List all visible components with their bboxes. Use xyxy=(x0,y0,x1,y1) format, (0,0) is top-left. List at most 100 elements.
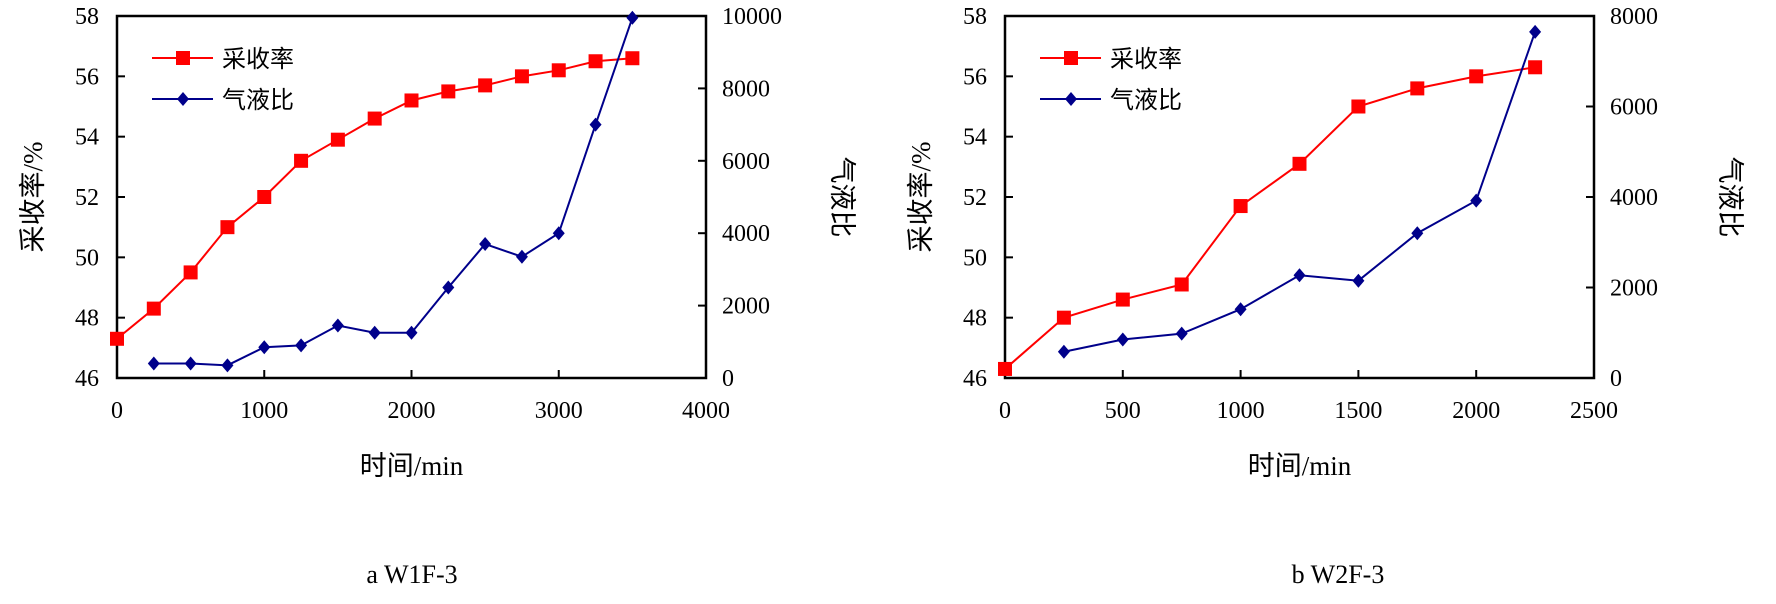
y-left-tick-label: 50 xyxy=(963,245,987,271)
data-point-recovery xyxy=(478,78,493,93)
data-point-gas-liquid-ratio xyxy=(479,237,492,252)
caption-w1f-3: a W1F-3 xyxy=(366,560,458,589)
data-point-gas-liquid-ratio xyxy=(405,325,418,340)
data-point-recovery xyxy=(514,69,529,84)
data-point-recovery xyxy=(1528,60,1543,75)
legend-label-recovery: 采收率 xyxy=(222,46,294,73)
y-left-tick-label: 54 xyxy=(75,125,99,151)
data-point-recovery xyxy=(330,132,345,147)
y-left-tick-label: 52 xyxy=(75,185,99,211)
data-point-recovery xyxy=(588,54,603,69)
x-tick-label: 2500 xyxy=(1570,398,1618,424)
chart-w1f-3: 0 1000 2000 3000 4000 46 48 50 52 54 56 58 0 2000 4000… xyxy=(18,4,857,481)
data-point-recovery xyxy=(1056,310,1071,325)
y-right-tick-label: 8000 xyxy=(1610,4,1658,30)
y-right-tick-label: 0 xyxy=(1610,366,1622,392)
x-tick-label: 500 xyxy=(1105,398,1141,424)
data-point-recovery xyxy=(625,51,640,66)
legend-label-gas-liquid-ratio: 气液比 xyxy=(222,87,294,114)
y-left-tick-label: 46 xyxy=(75,366,99,392)
legend-marker-gas-liquid-ratio xyxy=(1065,92,1077,106)
data-point-recovery xyxy=(367,111,382,126)
chart-w2f-3: 0 500 1000 1500 2000 2500 46 48 50 52 54 56 58 0 2000 4… xyxy=(906,4,1745,481)
data-point-gas-liquid-ratio xyxy=(1411,226,1424,241)
data-point-gas-liquid-ratio xyxy=(1529,24,1542,39)
y-left-axis-label: 采收率/% xyxy=(906,142,936,253)
legend-label-gas-liquid-ratio: 气液比 xyxy=(1110,87,1182,114)
y-left-tick-label: 58 xyxy=(75,4,99,30)
data-point-recovery xyxy=(183,265,198,280)
y-left-tick-label: 48 xyxy=(75,306,99,332)
data-point-recovery xyxy=(1292,156,1307,171)
data-point-recovery xyxy=(998,361,1012,376)
legend-label-recovery: 采收率 xyxy=(1110,46,1182,73)
plot-frame xyxy=(1003,14,1596,380)
data-point-gas-liquid-ratio xyxy=(589,117,602,132)
y-left-tick-label: 50 xyxy=(75,245,99,271)
series-line-recovery xyxy=(116,57,633,340)
data-point-gas-liquid-ratio xyxy=(552,226,565,241)
x-tick-label: 1500 xyxy=(1334,398,1382,424)
y-right-tick-label: 6000 xyxy=(722,149,770,175)
data-point-gas-liquid-ratio xyxy=(1293,268,1306,283)
data-point-recovery xyxy=(220,220,235,235)
y-left-axis-label: 采收率/% xyxy=(18,142,48,253)
x-axis-label: 时间/min xyxy=(360,451,464,481)
y-right-tick-label: 6000 xyxy=(1610,95,1658,121)
data-point-recovery xyxy=(551,63,566,78)
x-tick-label: 3000 xyxy=(535,398,583,424)
data-point-gas-liquid-ratio xyxy=(1470,193,1483,208)
data-point-recovery xyxy=(1351,99,1366,114)
y-left-tick-label: 52 xyxy=(963,185,987,211)
data-point-gas-liquid-ratio xyxy=(626,10,639,25)
legend-marker-gas-liquid-ratio xyxy=(177,92,189,106)
data-point-recovery xyxy=(1233,199,1248,214)
data-point-gas-liquid-ratio xyxy=(147,356,160,371)
data-point-recovery xyxy=(441,84,456,99)
legend-marker-recovery xyxy=(176,51,190,65)
y-left-tick-label: 56 xyxy=(75,64,99,90)
data-point-recovery xyxy=(1469,69,1484,84)
data-point-recovery xyxy=(1115,292,1130,307)
data-point-gas-liquid-ratio xyxy=(1234,302,1247,317)
data-point-gas-liquid-ratio xyxy=(368,325,381,340)
y-left-tick-label: 58 xyxy=(963,4,987,30)
y-right-axis-label: 气液比 xyxy=(1715,157,1745,238)
plot-frame xyxy=(115,14,708,380)
data-point-gas-liquid-ratio xyxy=(258,340,271,355)
x-tick-label: 1000 xyxy=(240,398,288,424)
data-point-recovery xyxy=(1174,277,1189,292)
y-right-tick-label: 8000 xyxy=(722,76,770,102)
series-line-gas-liquid-ratio xyxy=(1063,31,1537,353)
data-point-gas-liquid-ratio xyxy=(184,356,197,371)
y-right-tick-label: 4000 xyxy=(1610,185,1658,211)
x-tick-label: 4000 xyxy=(682,398,730,424)
x-tick-label: 2000 xyxy=(1452,398,1500,424)
x-tick-label: 0 xyxy=(111,398,123,424)
data-point-recovery xyxy=(294,153,309,168)
y-left-tick-label: 48 xyxy=(963,306,987,332)
data-point-gas-liquid-ratio xyxy=(1175,326,1188,341)
x-tick-label: 1000 xyxy=(1217,398,1265,424)
y-right-tick-label: 0 xyxy=(722,366,734,392)
data-point-gas-liquid-ratio xyxy=(1116,332,1129,347)
caption-w2f-3: b W2F-3 xyxy=(1291,560,1385,589)
data-point-gas-liquid-ratio xyxy=(331,318,344,333)
y-left-tick-label: 54 xyxy=(963,125,987,151)
data-point-gas-liquid-ratio xyxy=(1352,273,1365,288)
legend-marker-recovery xyxy=(1064,51,1078,65)
data-point-gas-liquid-ratio xyxy=(442,280,455,295)
y-right-axis-label: 气液比 xyxy=(827,157,857,238)
data-point-gas-liquid-ratio xyxy=(515,249,528,264)
data-point-recovery xyxy=(404,93,419,108)
x-tick-label: 2000 xyxy=(388,398,436,424)
data-point-recovery xyxy=(257,190,272,204)
data-point-gas-liquid-ratio xyxy=(295,338,308,353)
y-left-tick-label: 46 xyxy=(963,366,987,392)
data-point-recovery xyxy=(110,331,124,346)
y-right-tick-label: 2000 xyxy=(722,294,770,320)
y-right-tick-label: 2000 xyxy=(1610,276,1658,302)
x-axis-label: 时间/min xyxy=(1248,451,1352,481)
y-right-tick-label: 10000 xyxy=(722,4,782,30)
